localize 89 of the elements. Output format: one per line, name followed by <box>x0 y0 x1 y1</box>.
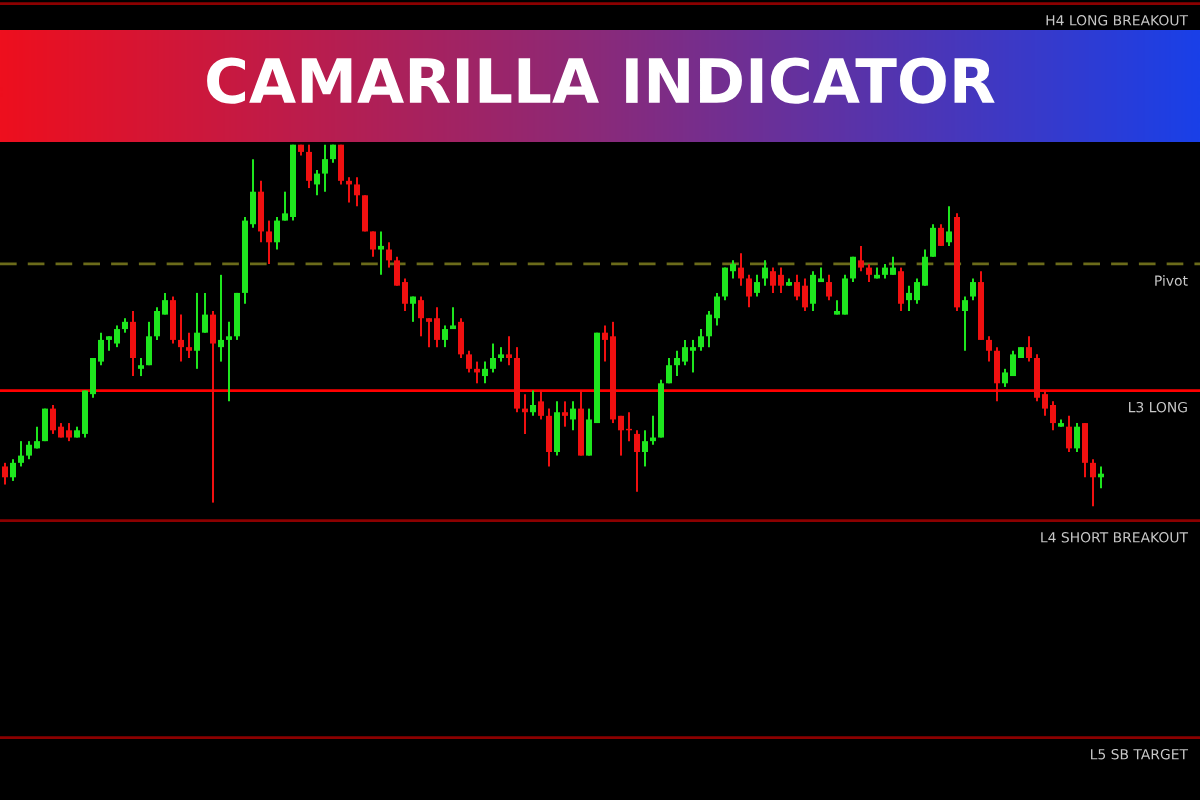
candlestick <box>642 429 648 468</box>
candlestick <box>386 241 392 269</box>
candlestick <box>306 143 312 190</box>
candlestick <box>322 143 328 193</box>
candlestick <box>458 317 464 359</box>
candlestick <box>338 143 344 186</box>
candlestick <box>274 215 280 251</box>
candlestick <box>146 320 152 367</box>
candlestick <box>810 270 816 312</box>
candlestick <box>314 168 320 197</box>
candlestick <box>762 259 768 287</box>
candlestick <box>482 360 488 385</box>
candlestick <box>826 273 832 302</box>
candlestick <box>186 331 192 359</box>
candlestick <box>1082 422 1088 479</box>
candlestick <box>722 266 728 302</box>
candlestick <box>1034 353 1040 403</box>
candlestick <box>66 422 72 443</box>
candlestick <box>426 317 432 349</box>
candlestick <box>794 273 800 302</box>
candlestick <box>802 277 808 312</box>
candlestick <box>210 309 216 504</box>
candlestick <box>354 176 360 208</box>
candlestick <box>226 320 232 403</box>
candlestick <box>930 223 936 258</box>
candlestick <box>570 400 576 432</box>
candlestick <box>962 295 968 352</box>
candlestick <box>50 403 56 435</box>
candlestick <box>634 429 640 493</box>
candlestick <box>562 400 568 428</box>
candlestick <box>442 324 448 349</box>
candlestick <box>258 179 264 244</box>
candlestick <box>1010 349 1016 378</box>
candlestick <box>890 255 896 276</box>
candlestick <box>1074 422 1080 453</box>
candlestick <box>434 306 440 349</box>
candlestick <box>2 461 8 486</box>
candlestick <box>26 440 32 461</box>
candlestick <box>946 205 952 247</box>
candlestick <box>154 306 160 341</box>
candlestick <box>370 230 376 258</box>
candlestick <box>170 295 176 345</box>
candlestick <box>378 230 384 276</box>
candlestick <box>770 266 776 294</box>
candlestick <box>114 324 120 349</box>
candlestick <box>218 273 224 363</box>
candlestick <box>746 273 752 309</box>
candlestick <box>754 273 760 298</box>
candlestick <box>690 338 696 374</box>
candlestick <box>858 244 864 273</box>
candlestick <box>666 356 672 385</box>
candlestick <box>1026 335 1032 363</box>
candlestick <box>866 262 872 284</box>
candlestick <box>178 313 184 363</box>
candlestick <box>194 291 200 370</box>
candlestick <box>410 295 416 323</box>
candlestick <box>202 291 208 334</box>
candlestick <box>418 295 424 338</box>
candlestick <box>1050 400 1056 432</box>
candlestick <box>778 266 784 294</box>
candlestick <box>18 440 24 468</box>
candlestick <box>850 255 856 284</box>
candlestick <box>490 342 496 374</box>
candlestick <box>506 335 512 367</box>
candlestick <box>738 252 744 287</box>
candlestick <box>986 335 992 363</box>
chart-title: CAMARILLA INDICATOR <box>207 57 995 104</box>
candlestick <box>578 389 584 457</box>
candlestick <box>674 349 680 378</box>
candlestick <box>842 273 848 316</box>
candlestick <box>130 309 136 378</box>
candlestick <box>970 277 976 302</box>
candlestick <box>466 349 472 374</box>
candlestick <box>530 389 536 417</box>
candlestick <box>1066 414 1072 453</box>
candlestick <box>938 223 944 247</box>
candlestick <box>546 407 552 468</box>
candlestick <box>898 266 904 312</box>
candlestick <box>682 338 688 367</box>
candlestick <box>554 400 560 457</box>
candlestick <box>10 458 16 482</box>
candlestick <box>1090 458 1096 508</box>
candlestick <box>698 328 704 352</box>
candlestick <box>266 219 272 265</box>
candlestick <box>538 389 544 421</box>
candlestick <box>138 356 144 378</box>
candlestick <box>234 291 240 341</box>
candlestick <box>994 346 1000 403</box>
candlestick <box>906 284 912 312</box>
